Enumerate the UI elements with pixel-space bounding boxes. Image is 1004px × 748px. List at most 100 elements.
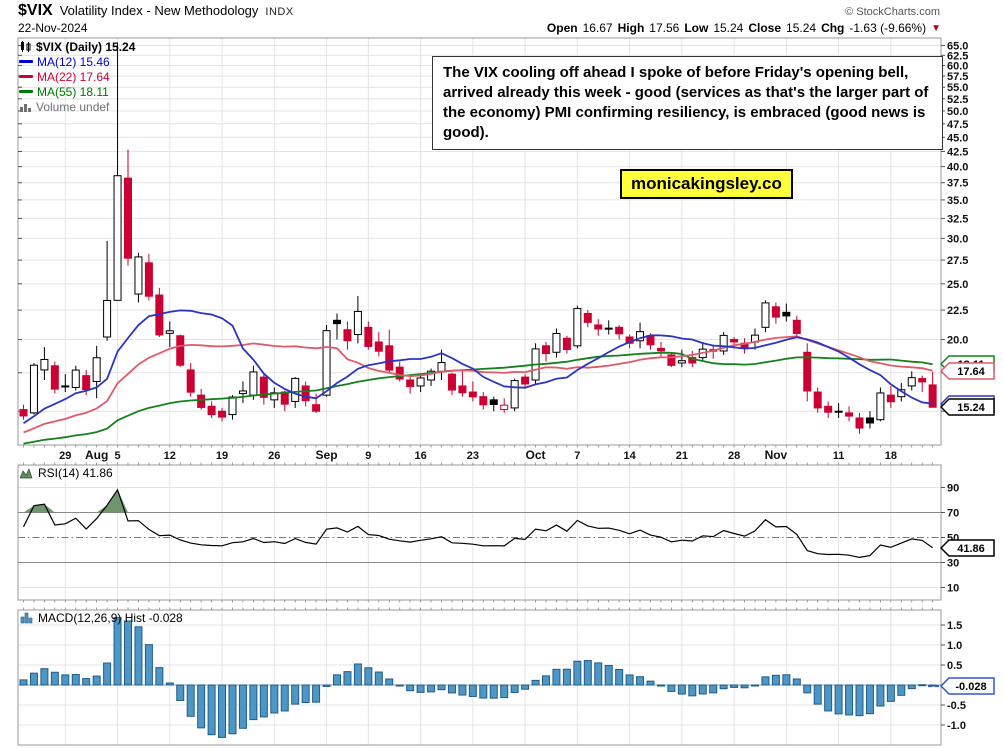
svg-text:Nov: Nov [765,448,788,462]
change-down-icon: ▼ [931,23,941,34]
volume-bars-icon [19,101,32,113]
svg-text:21: 21 [676,450,688,462]
svg-text:23: 23 [467,450,479,462]
svg-text:1.5: 1.5 [947,620,962,632]
moving-averages [23,309,933,445]
svg-text:17.64: 17.64 [957,366,985,378]
series-legend-row: $VIX (Daily) 15.24 [19,39,135,54]
svg-text:41.86: 41.86 [957,543,985,555]
svg-text:15.24: 15.24 [957,402,985,414]
high-label: High [617,21,645,35]
symbol: $VIX [18,2,53,19]
svg-text:9: 9 [365,450,371,462]
close-value: 15.24 [786,21,817,35]
svg-text:35.0: 35.0 [947,195,968,207]
svg-text:37.5: 37.5 [947,178,968,190]
svg-text:70: 70 [947,508,959,520]
svg-text:12: 12 [164,450,176,462]
svg-text:52.5: 52.5 [947,94,968,106]
chg-value: -1.63 (-9.66%) [849,21,927,35]
svg-text:14: 14 [623,450,636,462]
svg-text:26: 26 [268,450,280,462]
quote-row: 22-Nov-2024 Open 16.67 High 17.56 Low 15… [18,21,941,35]
ma55-legend-label: MA(55) 18.11 [37,84,109,99]
ma12-legend-row: MA(12) 15.46 [19,54,135,69]
watermark-banner: monicakingsley.co [620,169,793,199]
svg-text:32.5: 32.5 [947,213,968,225]
svg-text:25.0: 25.0 [947,279,968,291]
svg-text:40.0: 40.0 [947,162,968,174]
exchange-label: INDX [265,6,294,18]
svg-text:22.5: 22.5 [947,305,968,317]
volume-legend-row: Volume undef [19,99,135,114]
svg-text:42.5: 42.5 [947,147,968,159]
chg-label: Chg [821,21,845,35]
macd-histogram-icon [20,612,33,624]
panel-borders [17,37,942,746]
svg-text:10: 10 [947,583,959,595]
svg-text:50.0: 50.0 [947,106,968,118]
candles-layer [19,42,937,434]
svg-text:Oct: Oct [526,448,546,462]
main-legend: $VIX (Daily) 15.24 MA(12) 15.46 MA(22) 1… [19,39,135,114]
svg-text:11: 11 [833,450,845,462]
svg-text:29: 29 [59,450,71,462]
open-value: 16.67 [582,21,613,35]
svg-text:5: 5 [114,450,120,462]
ma12-line-swatch [19,60,33,63]
svg-text:28: 28 [728,450,740,462]
svg-text:-1.0: -1.0 [947,720,966,732]
svg-text:60.0: 60.0 [947,61,968,73]
svg-text:30: 30 [947,558,959,570]
ma22-legend-label: MA(22) 17.64 [37,69,110,84]
low-label: Low [684,21,709,35]
svg-text:55.0: 55.0 [947,82,968,94]
rsi-legend: RSI(14) 41.86 [19,466,113,480]
ma55-line-swatch [19,90,33,93]
svg-text:62.5: 62.5 [947,50,968,62]
svg-text:47.5: 47.5 [947,119,968,131]
chart-header: $VIX Volatility Index - New Methodology … [18,2,940,20]
rsi-area-icon [19,467,33,479]
quote-line: Open 16.67 High 17.56 Low 15.24 Close 15… [547,21,941,35]
annotation-box: The VIX cooling off ahead I spoke of bef… [432,56,943,150]
svg-text:27.5: 27.5 [947,255,968,267]
rsi-plot [22,488,933,559]
low-value: 15.24 [713,21,744,35]
svg-text:-0.028: -0.028 [955,681,986,693]
svg-text:Aug: Aug [85,448,108,462]
svg-text:Sep: Sep [316,448,338,462]
svg-text:90: 90 [947,483,959,495]
svg-text:18: 18 [885,450,897,462]
ma22-line-swatch [19,75,33,78]
svg-text:57.5: 57.5 [947,71,968,83]
stockcharts-credit: © StockCharts.com [845,6,940,18]
svg-text:-0.5: -0.5 [947,700,966,712]
macd-legend: MACD(12,26,9) Hist -0.028 [20,611,183,625]
svg-text:7: 7 [574,450,580,462]
high-value: 17.56 [649,21,680,35]
svg-text:45.0: 45.0 [947,132,968,144]
ma12-legend-label: MA(12) 15.46 [37,54,110,69]
svg-text:19: 19 [216,450,228,462]
symbol-name: Volatility Index - New Methodology [59,3,259,18]
svg-text:20.0: 20.0 [947,334,968,346]
svg-text:1.0: 1.0 [947,640,962,652]
candlestick-series-icon [19,40,32,53]
macd-histogram [19,617,937,738]
close-label: Close [748,21,782,35]
svg-text:30.0: 30.0 [947,233,968,245]
svg-text:65.0: 65.0 [947,41,968,53]
svg-text:0.5: 0.5 [947,660,962,672]
open-label: Open [546,21,578,35]
volume-legend-label: Volume undef [36,99,110,114]
series-legend-label: $VIX (Daily) 15.24 [36,39,136,54]
chart-date: 22-Nov-2024 [18,21,88,35]
macd-legend-label: MACD(12,26,9) Hist -0.028 [38,611,183,625]
ma22-legend-row: MA(22) 17.64 [19,69,135,84]
rsi-legend-label: RSI(14) 41.86 [38,466,113,480]
ma55-legend-row: MA(55) 18.11 [19,84,135,99]
svg-text:16: 16 [414,450,426,462]
